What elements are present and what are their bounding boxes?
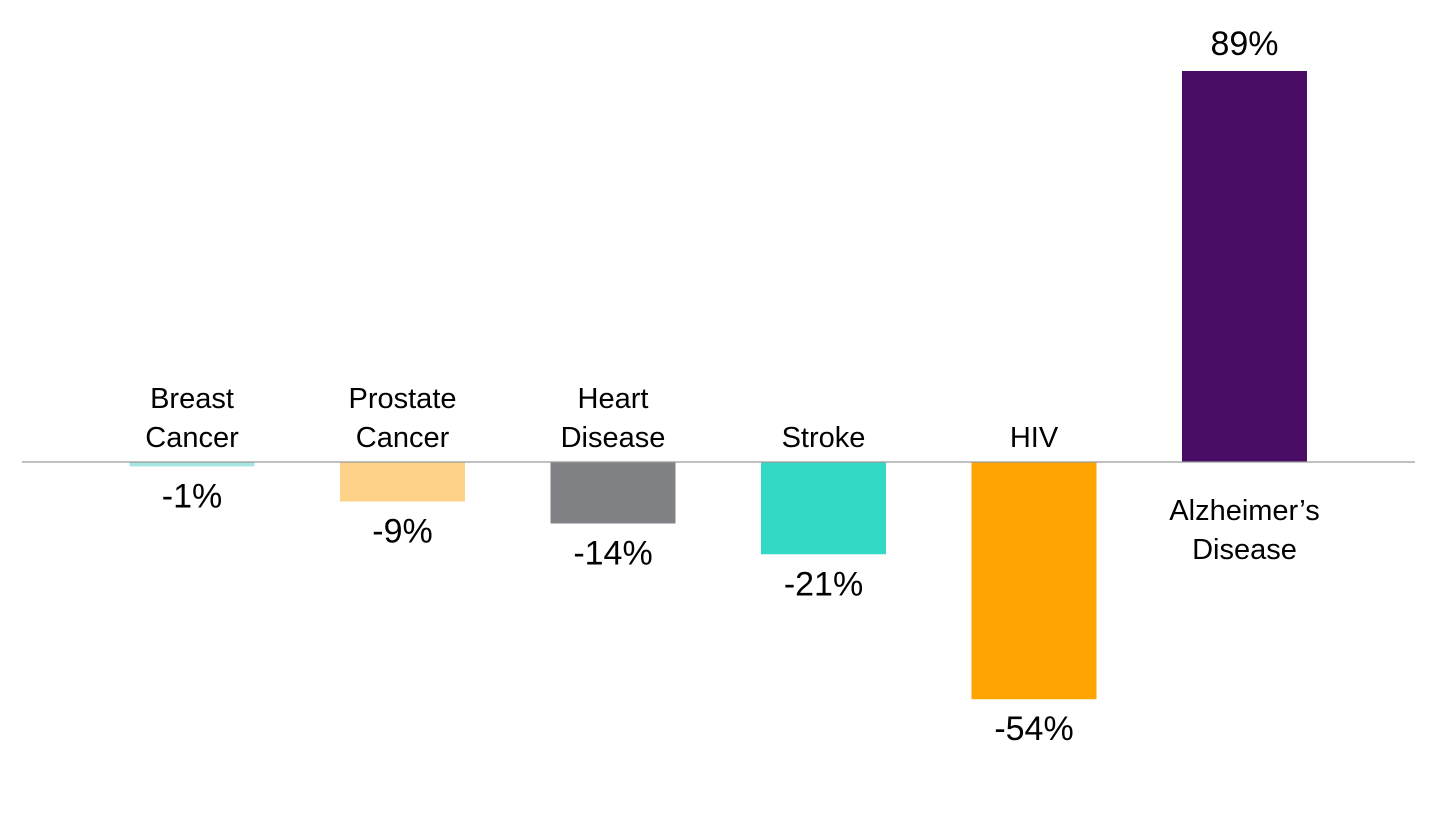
bar-heart-disease [550, 462, 676, 524]
category-label-prostate-cancer: Prostate Cancer [349, 383, 457, 454]
bar-stroke [761, 462, 886, 555]
category-label-hiv: HIV [1010, 422, 1059, 454]
category-label-heart-disease: Heart Disease [561, 383, 666, 454]
bar-alzheimer-s-disease [1182, 71, 1307, 462]
bar-breast-cancer [129, 462, 255, 467]
value-label-heart-disease: -14% [573, 535, 652, 573]
value-label-alzheimer-s-disease: 89% [1210, 25, 1278, 63]
bars-group [129, 71, 1307, 700]
category-label-alzheimer-s-disease: Alzheimer’s Disease [1169, 495, 1319, 566]
category-label-breast-cancer: Breast Cancer [145, 383, 239, 454]
bar-prostate-cancer [340, 462, 465, 502]
value-label-hiv: -54% [994, 710, 1073, 748]
bar-hiv [971, 462, 1097, 700]
value-label-breast-cancer: -1% [162, 477, 222, 515]
category-label-stroke: Stroke [782, 422, 866, 454]
value-label-prostate-cancer: -9% [372, 513, 432, 551]
labels-group: Breast Cancer -1% Prostate Cancer -9% Heart Dis… [145, 25, 1319, 748]
value-label-stroke: -21% [784, 565, 863, 603]
